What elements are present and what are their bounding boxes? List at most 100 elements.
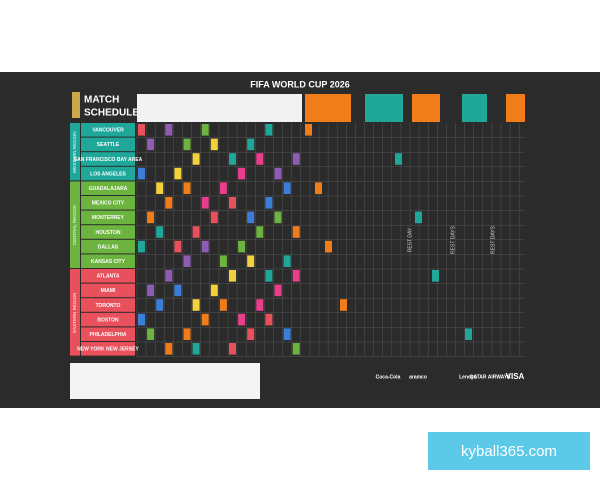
region-label: WESTERN REGION bbox=[72, 131, 77, 173]
round-header bbox=[506, 94, 525, 122]
knockout-cell bbox=[315, 182, 322, 194]
city-name: SAN FRANCISCO BAY AREA bbox=[74, 157, 143, 163]
match-cell bbox=[292, 153, 300, 165]
city-cell bbox=[81, 166, 135, 181]
match-cell bbox=[229, 197, 236, 209]
round-header bbox=[462, 94, 487, 122]
city-name: PHILADELPHIA bbox=[90, 332, 127, 338]
match-cell bbox=[147, 328, 155, 340]
match-cell bbox=[201, 313, 209, 326]
city-cell bbox=[81, 254, 135, 268]
watermark: kyball365.com bbox=[428, 432, 590, 470]
match-cell bbox=[229, 343, 236, 355]
match-cell bbox=[274, 211, 282, 224]
city-name: LOS ANGELES bbox=[90, 171, 126, 177]
city-cell bbox=[81, 225, 135, 239]
match-cell bbox=[283, 182, 291, 194]
match-cell bbox=[219, 182, 227, 194]
match-cell bbox=[165, 197, 173, 209]
round-header bbox=[412, 94, 440, 122]
group-legend bbox=[70, 363, 260, 399]
city-cell bbox=[81, 342, 135, 356]
match-cell bbox=[219, 255, 227, 267]
sponsor-logo: aramco bbox=[409, 374, 427, 380]
city-name: MIAMI bbox=[101, 288, 116, 294]
knockout-cell bbox=[415, 211, 422, 224]
match-cell bbox=[219, 299, 227, 311]
knockout-cell bbox=[305, 124, 312, 136]
match-cell bbox=[201, 124, 209, 136]
match-cell bbox=[210, 284, 218, 297]
match-cell bbox=[156, 182, 164, 194]
region-bar bbox=[70, 269, 80, 356]
city-cell bbox=[81, 152, 135, 166]
match-cell bbox=[265, 270, 273, 282]
match-cell bbox=[238, 240, 246, 253]
city-name: MEXICO CITY bbox=[92, 201, 125, 207]
match-cell bbox=[210, 211, 218, 224]
match-cell bbox=[201, 197, 209, 209]
match-cell bbox=[192, 226, 200, 238]
match-cell bbox=[165, 270, 173, 282]
city-cell bbox=[81, 123, 135, 137]
match-cell bbox=[147, 211, 155, 224]
knockout-cell bbox=[432, 270, 439, 282]
match-cell bbox=[183, 138, 191, 151]
round-header bbox=[305, 94, 351, 122]
match-cell bbox=[183, 255, 191, 267]
match-cell bbox=[256, 299, 264, 311]
city-name: SEATTLE bbox=[97, 142, 120, 148]
match-cell bbox=[265, 124, 273, 136]
match-cell bbox=[247, 138, 255, 151]
city-cell bbox=[81, 196, 135, 210]
match-cell bbox=[283, 255, 291, 267]
match-cell bbox=[192, 343, 200, 355]
match-cell bbox=[256, 226, 264, 238]
match-cell bbox=[238, 313, 246, 326]
match-cell bbox=[147, 138, 155, 151]
match-cell bbox=[183, 182, 191, 194]
match-cell bbox=[292, 270, 300, 282]
city-cell bbox=[81, 327, 135, 341]
match-cell bbox=[138, 313, 145, 326]
round-header bbox=[365, 94, 403, 122]
subtitle: MATCH bbox=[84, 95, 119, 106]
city-cell bbox=[81, 269, 135, 283]
match-cell bbox=[138, 124, 145, 136]
match-cell bbox=[192, 153, 200, 165]
match-cell bbox=[138, 167, 145, 180]
city-name: NEW YORK NEW JERSEY bbox=[77, 347, 139, 353]
city-cell bbox=[81, 298, 135, 312]
city-name: KANSAS CITY bbox=[91, 259, 126, 265]
match-cell bbox=[274, 167, 282, 180]
region-label: CENTRAL REGION bbox=[72, 205, 77, 245]
city-name: MONTERREY bbox=[92, 215, 125, 221]
region-label: EASTERN REGION bbox=[72, 293, 77, 333]
city-name: GUADALAJARA bbox=[89, 186, 128, 192]
city-name: VANCOUVER bbox=[92, 128, 124, 134]
match-cell bbox=[229, 270, 236, 282]
city-name: TORONTO bbox=[96, 303, 121, 309]
city-cell bbox=[81, 239, 135, 254]
title: FIFA WORLD CUP 2026 bbox=[250, 79, 350, 89]
match-cell bbox=[292, 226, 300, 238]
rest-day-label: REST DAYS bbox=[490, 225, 496, 254]
knockout-cell bbox=[395, 153, 402, 165]
city-name: ATLANTA bbox=[97, 274, 120, 280]
match-cell bbox=[292, 343, 300, 355]
match-cell bbox=[165, 124, 173, 136]
city-name: DALLAS bbox=[98, 244, 119, 250]
match-cell bbox=[265, 313, 273, 326]
match-cell bbox=[192, 299, 200, 311]
city-cell bbox=[81, 210, 135, 225]
match-cell bbox=[238, 167, 246, 180]
match-cell bbox=[165, 343, 173, 355]
match-cell bbox=[256, 153, 264, 165]
knockout-cell bbox=[465, 328, 472, 340]
match-cell bbox=[174, 284, 182, 297]
city-cell bbox=[81, 312, 135, 327]
region-bar bbox=[70, 123, 80, 181]
knockout-cell bbox=[325, 240, 332, 253]
match-cell bbox=[265, 197, 273, 209]
